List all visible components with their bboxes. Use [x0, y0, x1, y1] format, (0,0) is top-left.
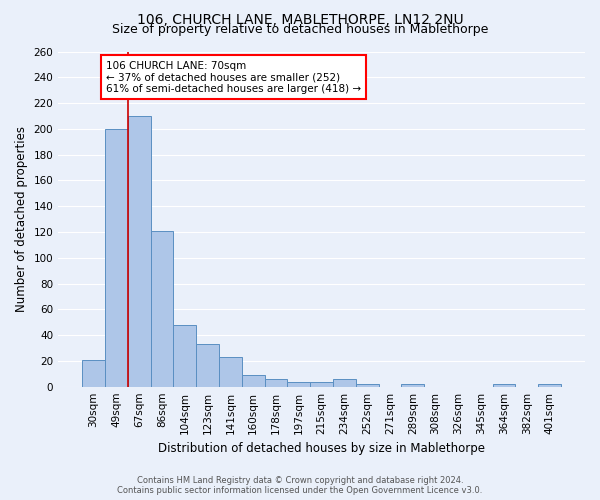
Bar: [310, 382, 333, 386]
Text: 106 CHURCH LANE: 70sqm
← 37% of detached houses are smaller (252)
61% of semi-de: 106 CHURCH LANE: 70sqm ← 37% of detached…: [106, 60, 361, 94]
Y-axis label: Number of detached properties: Number of detached properties: [15, 126, 28, 312]
Bar: [105, 129, 128, 386]
Text: 106, CHURCH LANE, MABLETHORPE, LN12 2NU: 106, CHURCH LANE, MABLETHORPE, LN12 2NU: [137, 12, 463, 26]
Text: Size of property relative to detached houses in Mablethorpe: Size of property relative to detached ho…: [112, 22, 488, 36]
Bar: [128, 116, 151, 386]
Text: Contains HM Land Registry data © Crown copyright and database right 2024.
Contai: Contains HM Land Registry data © Crown c…: [118, 476, 482, 495]
Bar: [287, 382, 310, 386]
Bar: [538, 384, 561, 386]
Bar: [173, 325, 196, 386]
Bar: [82, 360, 105, 386]
Bar: [196, 344, 219, 387]
Bar: [493, 384, 515, 386]
Bar: [356, 384, 379, 386]
X-axis label: Distribution of detached houses by size in Mablethorpe: Distribution of detached houses by size …: [158, 442, 485, 455]
Bar: [219, 357, 242, 386]
Bar: [401, 384, 424, 386]
Bar: [265, 379, 287, 386]
Bar: [333, 379, 356, 386]
Bar: [242, 375, 265, 386]
Bar: [151, 230, 173, 386]
